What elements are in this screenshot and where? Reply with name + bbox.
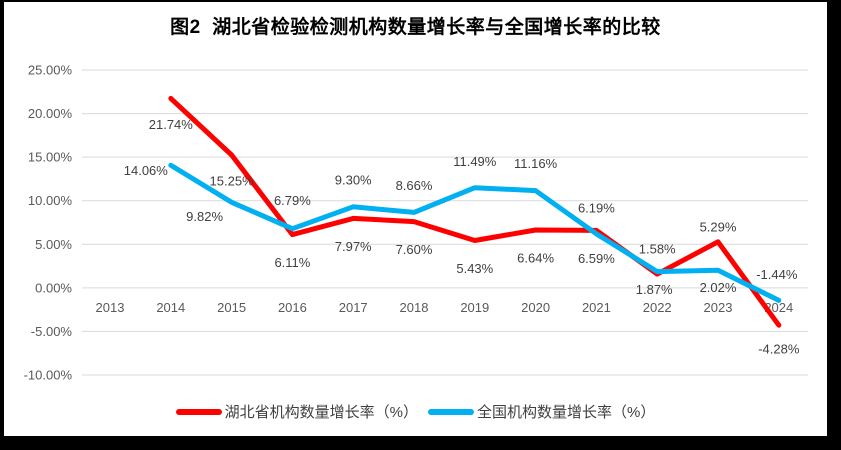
legend-label-hubei: 湖北省机构数量增长率（%） [224,404,418,421]
legend-swatch-hubei-red-line [175,408,222,415]
data-label: 11.49% [453,154,497,169]
data-label: 15.25% [210,174,255,189]
legend-swatch-national-blue-line [428,408,474,415]
data-label: 6.64% [517,251,554,266]
data-label: 8.66% [396,178,433,193]
data-label: -4.28% [758,342,800,357]
data-label: 7.60% [396,242,433,257]
data-label: 5.43% [456,261,493,276]
data-label: 7.97% [335,239,372,254]
data-label: 11.16% [514,156,558,171]
x-axis-year-label: 2014 [156,300,185,315]
x-axis-year-label: 2017 [339,300,368,315]
x-axis-year-label: 2021 [582,300,611,315]
y-axis-tick-label: 25.00% [28,63,73,78]
y-axis-tick-label: -10.00% [24,368,73,383]
y-axis-tick-label: 15.00% [28,150,73,165]
data-label: 5.29% [700,219,737,234]
line-chart-plot-area: 25.00% 20.00% 15.00% 10.00% 5.00% 0.00% -5.00%… [24,63,808,383]
series-line-hubei [168,95,782,328]
chart-legend: 湖北省机构数量增长率（%） 全国机构数量增长率（%） [4,401,827,422]
y-axis-tick-label: -5.00% [31,324,73,339]
legend-item-hubei: 湖北省机构数量增长率（%） [175,401,418,422]
data-label: 1.58% [639,242,676,257]
chart-canvas: 图2 湖北省检验检测机构数量增长率与全国增长率的比较 25.00% 20.00% 1… [4,2,827,436]
legend-item-national: 全国机构数量增长率（%） [428,401,655,422]
x-axis-year-label: 2022 [643,300,672,315]
data-label: 2.02% [700,280,737,295]
x-axis-year-label: 2016 [278,300,307,315]
data-label: 6.19% [578,200,615,215]
y-axis-tick-label: 0.00% [35,280,72,295]
data-label: 1.87% [636,282,673,297]
x-axis-year-label: 2023 [704,300,733,315]
x-axis-year-label: 2020 [521,300,550,315]
data-label: 14.06% [124,163,169,178]
y-axis-tick-label: 5.00% [35,237,72,252]
data-label: 9.30% [335,172,372,187]
chart-title: 图2 湖北省检验检测机构数量增长率与全国增长率的比较 [170,17,661,38]
data-label: -1.44% [756,267,798,282]
legend-label-national: 全国机构数量增长率（%） [477,404,656,421]
data-label: 6.59% [578,251,615,266]
x-axis-year-label: 2013 [96,300,125,315]
x-axis-year-label: 2018 [400,300,429,315]
x-axis-year-label: 2015 [217,300,246,315]
y-axis-tick-label: 20.00% [28,106,73,121]
data-label: 6.11% [274,255,310,270]
data-label: 21.74% [149,117,194,132]
series-line-national [168,162,782,303]
y-axis-tick-label: 10.00% [28,193,73,208]
data-label: 9.82% [186,209,223,224]
x-axis-year-label: 2019 [460,300,489,315]
data-label: 6.79% [274,193,311,208]
